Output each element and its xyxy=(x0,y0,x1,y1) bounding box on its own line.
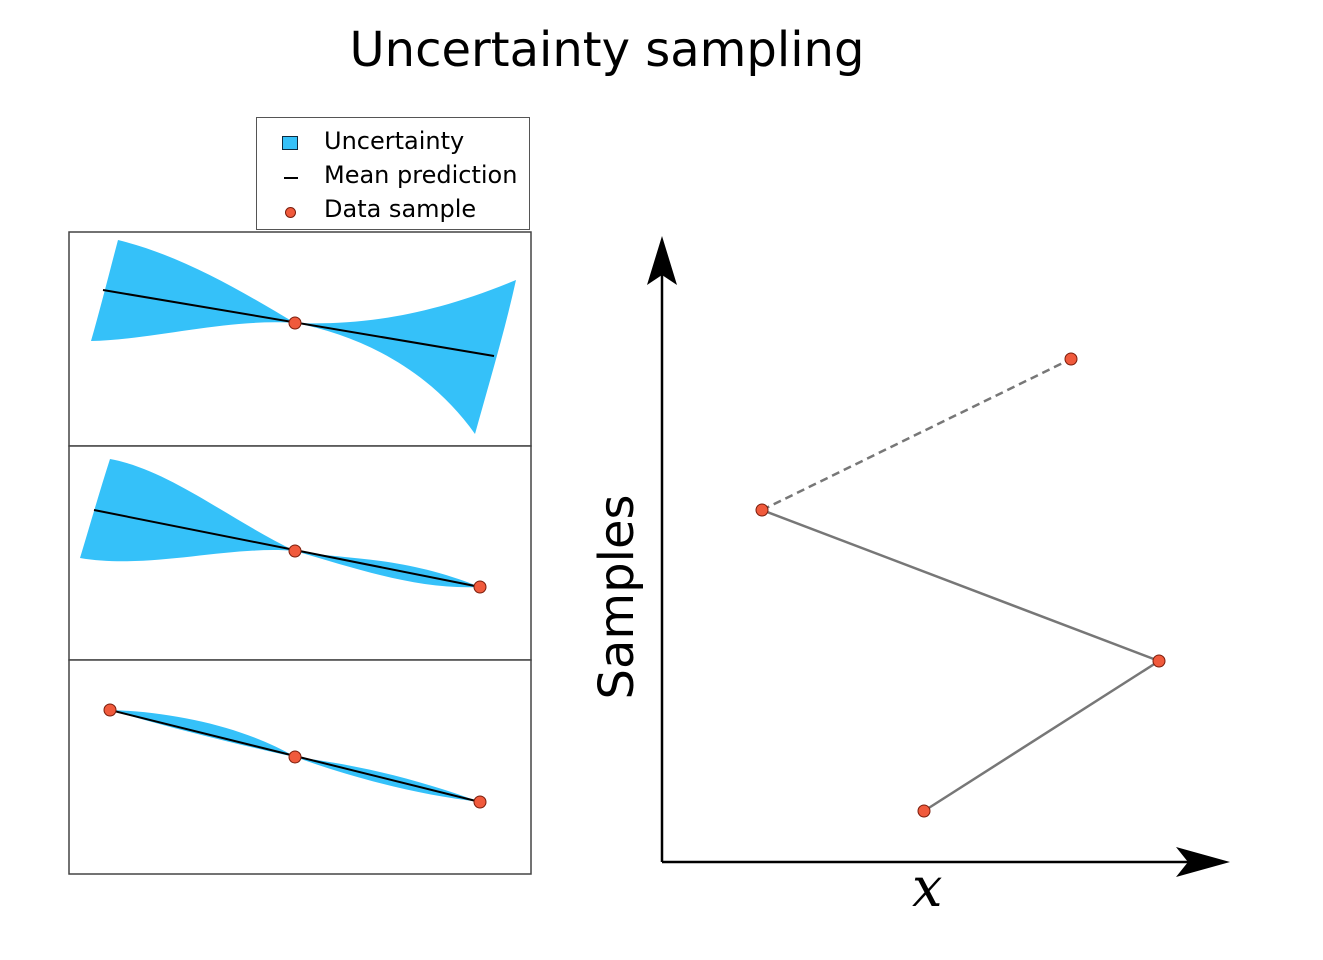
panel-3 xyxy=(68,659,532,875)
panel-3-sample-point-3 xyxy=(473,795,487,809)
legend-entry-data-sample: Data sample xyxy=(257,192,529,223)
x-axis-label: x xyxy=(912,856,943,919)
panel-1-uncertainty-band xyxy=(91,240,516,434)
y-axis-label: Samples xyxy=(589,494,645,700)
sample-point-1 xyxy=(917,804,931,818)
legend-label-mean-prediction: Mean prediction xyxy=(324,161,518,189)
panel-3-sample-point-2 xyxy=(288,750,302,764)
uncertainty-swatch-icon xyxy=(282,136,298,150)
legend-entry-uncertainty: Uncertainty xyxy=(257,124,529,155)
panel-2-mean-line xyxy=(93,509,481,588)
legend-label-data-sample: Data sample xyxy=(324,195,477,223)
data-sample-dot-icon xyxy=(285,207,296,218)
panel-3-frame xyxy=(68,659,532,875)
panel-3-sample-point-1 xyxy=(103,703,117,717)
sample-point-2 xyxy=(1152,654,1166,668)
x-axis-arrow-icon xyxy=(1176,847,1230,877)
legend: Uncertainty Mean prediction Data sample xyxy=(256,117,530,230)
path-segment-2 xyxy=(761,508,1160,663)
sample-point-3 xyxy=(755,503,769,517)
legend-entry-mean-prediction: Mean prediction xyxy=(257,158,529,189)
diagram-title: Uncertainty sampling xyxy=(349,22,865,78)
y-axis-arrow-icon xyxy=(647,236,677,285)
mean-line-icon xyxy=(284,177,298,179)
legend-label-uncertainty: Uncertainty xyxy=(324,127,465,155)
panel-2 xyxy=(68,445,532,661)
panel-2-sample-point-1 xyxy=(288,544,302,558)
panel-2-sample-point-2 xyxy=(473,580,487,594)
path-segment-3-dashed xyxy=(761,357,1072,512)
panel-2-uncertainty-band xyxy=(80,459,480,588)
panel-1 xyxy=(68,231,532,447)
panel-1-sample-point-1 xyxy=(288,316,302,330)
sample-point-4 xyxy=(1064,352,1078,366)
path-segment-1 xyxy=(923,659,1160,813)
